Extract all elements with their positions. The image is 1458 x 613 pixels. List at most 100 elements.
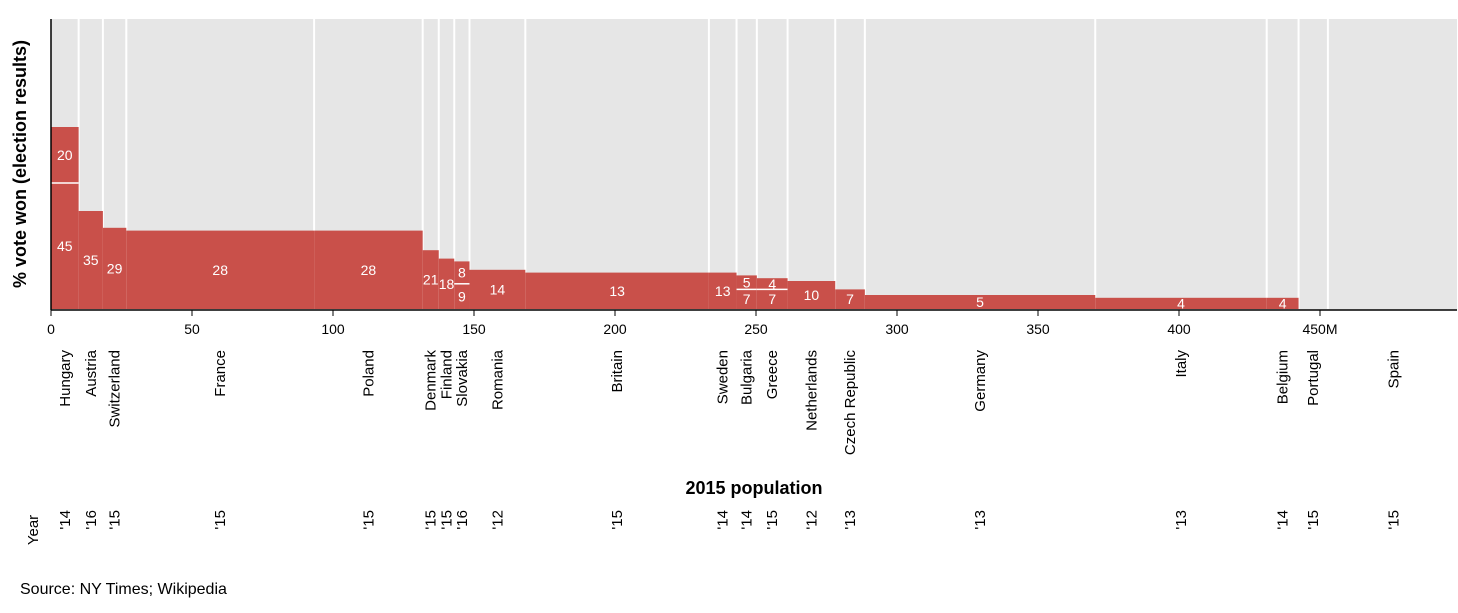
bar-value-label: 35 (83, 252, 99, 268)
year-labels: '14'16'15'15'15'15'15'16'12'15'14'14'15 '… (57, 510, 1403, 530)
year-label: '15 (609, 510, 626, 530)
bar-germany-party-1 (864, 295, 1096, 309)
x-tick-label: 300 (885, 321, 909, 337)
bar-value-label: 28 (361, 262, 377, 278)
country-label: Austria (83, 349, 100, 396)
bar-denmark-party-1 (422, 250, 439, 309)
country-label: Hungary (57, 350, 74, 407)
year-label: '14 (715, 510, 732, 530)
bar-value-label: 10 (804, 287, 820, 303)
year-label: '15 (212, 510, 229, 530)
year-label: '15 (764, 510, 781, 530)
bar-bulgaria-party-2 (736, 275, 757, 290)
bar-austria-party-1 (78, 211, 103, 309)
country-label: Belgium (1275, 350, 1292, 404)
x-tick-label: 400 (1167, 321, 1191, 337)
year-label: '15 (1385, 510, 1402, 530)
x-tick-label: 250 (744, 321, 768, 337)
bar-value-label: 21 (423, 272, 439, 288)
year-label: '13 (1173, 510, 1190, 530)
bar-sweden-party-1 (708, 272, 737, 309)
x-tick-label: 0 (47, 321, 55, 337)
bar-britain-party-1 (525, 272, 709, 309)
country-label: Slovakia (454, 349, 471, 406)
bar-value-label: 9 (458, 288, 466, 304)
country-label: Switzerland (107, 350, 124, 428)
bar-czech-republic-party-1 (835, 289, 865, 309)
bar-value-label: 7 (768, 291, 776, 307)
country-label: Denmark (423, 350, 440, 411)
bar-slovakia-party-1 (454, 283, 470, 309)
bar-bulgaria-party-1 (736, 289, 757, 309)
bar-value-label: 7 (846, 291, 854, 307)
bar-italy-party-1 (1095, 297, 1267, 309)
bar-switzerland-party-1 (102, 227, 127, 309)
bar-value-label: 4 (1177, 295, 1185, 311)
country-label: Spain (1385, 350, 1402, 388)
country-label: Romania (489, 349, 506, 410)
bar-value-label: 7 (743, 291, 751, 307)
year-label: '16 (454, 510, 471, 530)
bar-value-label: 29 (107, 260, 123, 276)
bar-slovakia-party-2 (454, 261, 470, 284)
country-label: Germany (972, 350, 989, 412)
year-label: '13 (842, 510, 859, 530)
bar-netherlands-party-1 (787, 281, 836, 309)
bar-value-label: 45 (57, 238, 73, 254)
country-labels: Hungary Austria Switzerland France Poland Den… (57, 349, 1403, 455)
country-label: Sweden (715, 350, 732, 404)
year-label: '15 (423, 510, 440, 530)
country-label: Italy (1173, 350, 1190, 378)
bars (51, 127, 1299, 309)
year-label: '12 (803, 510, 820, 530)
country-label: France (212, 350, 229, 397)
bar-hungary-party-1 (51, 183, 79, 309)
x-axis-ticks: 0 50 100 150 200 250 300 350 400 450M (47, 19, 1457, 337)
bar-greece-party-2 (756, 278, 788, 290)
year-label: '15 (360, 510, 377, 530)
year-label: '12 (489, 510, 506, 530)
x-tick-label: 350 (1026, 321, 1050, 337)
country-label: Poland (360, 350, 377, 397)
bar-hungary-party-2 (51, 127, 79, 183)
year-label: '14 (739, 510, 756, 530)
bar-france-party-1 (126, 230, 315, 309)
year-label: '13 (972, 510, 989, 530)
country-label: Britain (609, 350, 626, 393)
country-label: Netherlands (803, 350, 820, 431)
x-tick-label: 100 (321, 321, 345, 337)
year-label: '15 (439, 510, 456, 530)
country-label: Greece (764, 350, 781, 399)
year-label: '15 (107, 510, 124, 530)
bar-value-label: 14 (490, 281, 506, 297)
y-axis-title: % vote won (election results) (10, 40, 30, 288)
bar-belgium-party-1 (1266, 297, 1299, 309)
bar-value-label: 8 (458, 265, 466, 281)
country-label: Czech Republic (842, 350, 859, 456)
country-label: Bulgaria (739, 349, 756, 405)
x-axis-title: 2015 population (685, 478, 822, 498)
year-label: '15 (1305, 510, 1322, 530)
bar-value-label: 28 (212, 262, 228, 278)
year-label: '16 (83, 510, 100, 530)
source-note: Source: NY Times; Wikipedia (20, 581, 227, 598)
bar-finland-party-1 (438, 258, 455, 309)
bar-romania-party-1 (469, 269, 526, 309)
bar-value-label: 5 (976, 294, 984, 310)
x-tick-label: 200 (603, 321, 627, 337)
country-label: Portugal (1305, 350, 1322, 406)
year-label: '14 (57, 510, 74, 530)
bar-value-label: 20 (57, 147, 73, 163)
x-tick-label: 150 (462, 321, 486, 337)
grid-lines (77, 19, 1458, 309)
bar-value-label: 13 (715, 283, 731, 299)
x-tick-label: 50 (184, 321, 200, 337)
bar-value-label: 5 (743, 274, 751, 290)
bar-value-label: 4 (768, 276, 776, 292)
x-tick-label: 450M (1302, 321, 1337, 337)
year-axis-title: Year (25, 515, 42, 545)
country-label: Finland (439, 350, 456, 399)
year-label: '14 (1275, 510, 1292, 530)
